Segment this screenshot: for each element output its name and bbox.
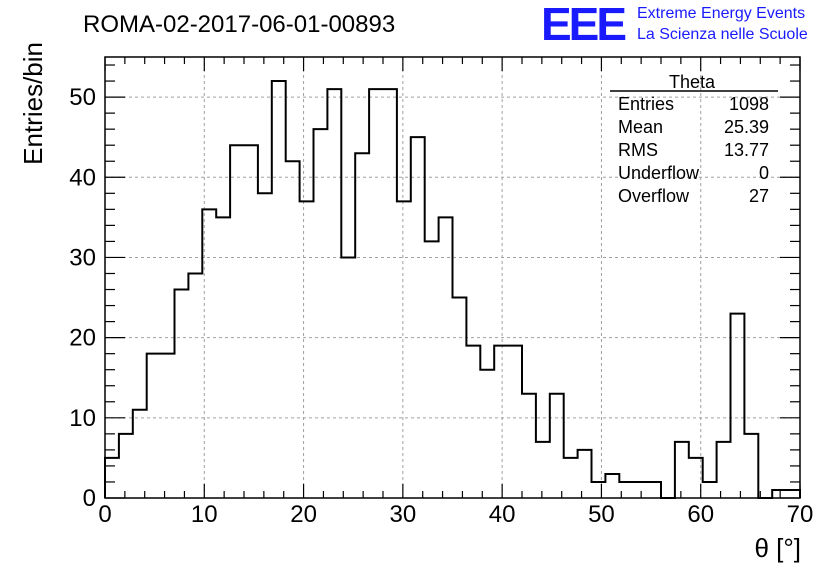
axis-ticks: 0 10 20 30 40 50 60 70 0 10 20 30 40 50 (69, 57, 813, 528)
stats-row-label: Mean (618, 117, 663, 137)
x-tick-label: 10 (191, 501, 218, 528)
logo-text: EEE (541, 0, 625, 50)
histogram-step-line (104, 80, 801, 499)
x-tick-label: 0 (98, 501, 111, 528)
stats-row-value: 0 (759, 163, 769, 183)
stats-row-label: Entries (618, 94, 674, 114)
x-tick-label: 50 (588, 501, 615, 528)
stats-row-value: 1098 (729, 94, 769, 114)
x-tick-label: 20 (290, 501, 317, 528)
x-tick-label: 60 (687, 501, 714, 528)
stats-row-label: Underflow (618, 163, 700, 183)
x-axis-label: θ [°] (754, 533, 801, 563)
stats-row-value: 27 (749, 186, 769, 206)
y-tick-label: 20 (69, 325, 96, 352)
x-tick-label: 30 (390, 501, 417, 528)
y-tick-label: 40 (69, 164, 96, 191)
stats-row-label: RMS (618, 140, 658, 160)
plot-frame (104, 56, 801, 499)
eee-logo: EEE Extreme Energy Events La Scienza nel… (541, 0, 808, 50)
grid-lines (105, 57, 800, 498)
stats-rows: Entries 1098 Mean 25.39 RMS 13.77 Underflow 0 Ov… (618, 94, 769, 206)
x-tick-label: 40 (489, 501, 516, 528)
stats-row-label: Overflow (618, 186, 690, 206)
y-tick-label: 50 (69, 84, 96, 111)
brand-line-1: Extreme Energy Events (637, 5, 805, 22)
y-tick-label: 10 (69, 405, 96, 432)
y-tick-label: 30 (69, 244, 96, 271)
stats-row-value: 25.39 (724, 117, 769, 137)
stats-row-value: 13.77 (724, 140, 769, 160)
y-tick-label: 0 (83, 485, 96, 512)
y-axis-label: Entries/bin (18, 42, 48, 165)
brand-line-2: La Scienza nelle Scuole (637, 26, 808, 43)
run-title: ROMA-02-2017-06-01-00893 (83, 11, 395, 38)
stats-title: Theta (669, 72, 716, 92)
x-tick-label: 70 (787, 501, 814, 528)
stats-box: Theta Entries 1098 Mean 25.39 RMS 13.77 Underf… (610, 72, 778, 206)
